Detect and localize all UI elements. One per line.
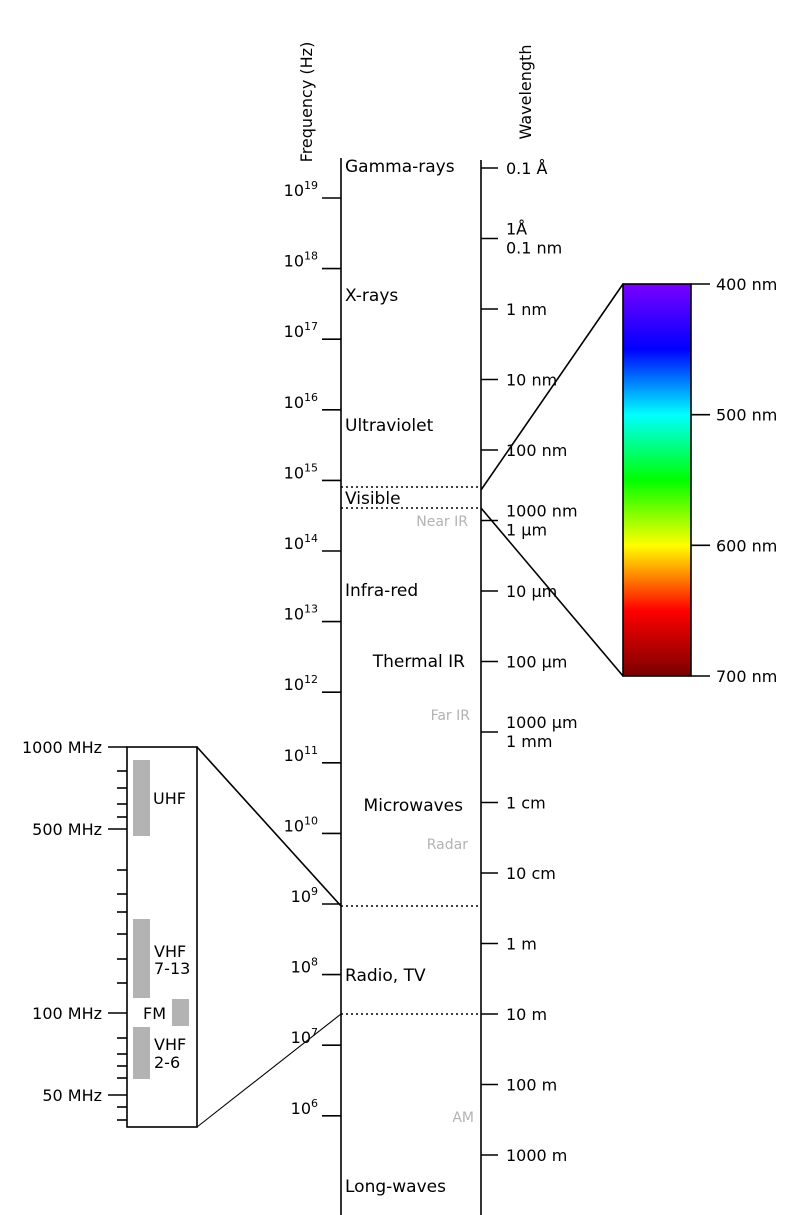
wavelength-tick-label: 0.1 Å	[506, 159, 548, 178]
frequency-tick-label: 1015	[284, 461, 318, 482]
wavelength-tick-label: 1000 nm	[506, 502, 578, 521]
radio-inset-connector-top	[196, 746, 342, 907]
frequency-tick-label: 1012	[284, 673, 318, 694]
radio-inset-connector-bottom	[196, 1013, 342, 1128]
wavelength-tick-label: 1 nm	[506, 300, 547, 319]
radio-inset-box	[126, 746, 198, 1128]
wavelength-tick-label: 1 mm	[506, 732, 552, 751]
radio-inset-label: 50 MHz	[42, 1086, 102, 1105]
visible-inset-label: 700 nm	[716, 667, 777, 686]
frequency-tick-label: 1010	[284, 814, 318, 835]
visible-spectrum-bar	[622, 283, 692, 677]
visible-inset-label: 600 nm	[716, 536, 777, 555]
band-label-infra-red: Infra-red	[345, 581, 418, 601]
wavelength-axis-title: Wavelength	[516, 45, 535, 140]
wavelength-tick-label: 1000 µm	[506, 713, 578, 732]
wavelength-tick-label: 1 m	[506, 935, 537, 954]
wavelength-tick-label: 100 µm	[506, 653, 567, 672]
band-label-thermal-ir: Thermal IR	[372, 652, 465, 672]
wavelength-tick-label: 0.1 nm	[506, 239, 562, 258]
frequency-tick-label: 1017	[284, 320, 318, 341]
wavelength-tick-label: 10 m	[506, 1005, 547, 1024]
frequency-tick-label: 107	[291, 1026, 318, 1047]
wavelength-tick-label: 1 cm	[506, 794, 546, 813]
wavelength-tick-label: 10 nm	[506, 371, 557, 390]
visible-inset-connector-bottom	[480, 507, 624, 677]
wavelength-tick-label: 100 nm	[506, 441, 567, 460]
frequency-tick-label: 1011	[284, 744, 318, 765]
frequency-tick-label: 1013	[284, 603, 318, 624]
radio-band-bar	[133, 919, 150, 998]
band-label-am: AM	[452, 1110, 474, 1126]
band-label-microwaves: Microwaves	[364, 796, 464, 816]
frequency-tick-label: 108	[291, 956, 318, 977]
frequency-tick-label: 1018	[284, 250, 318, 271]
radio-band-bar	[172, 999, 189, 1026]
radio-band-label: VHF	[154, 942, 186, 961]
frequency-tick-label: 1014	[284, 532, 318, 553]
band-label-gamma-rays: Gamma-rays	[345, 157, 455, 177]
radio-inset-label: 500 MHz	[32, 820, 102, 839]
radio-band-bar	[133, 1027, 150, 1079]
wavelength-tick-label: 1 µm	[506, 521, 547, 540]
wavelength-tick-label: 1Å	[506, 220, 527, 239]
radio-inset-label: 1000 MHz	[22, 738, 102, 757]
band-label-near-ir: Near IR	[416, 514, 468, 530]
radio-band-label: FM	[143, 1004, 166, 1023]
visible-inset-connector-top	[480, 283, 624, 491]
wavelength-tick-label: 1000 m	[506, 1146, 567, 1165]
band-label-x-rays: X-rays	[345, 286, 398, 306]
radio-band-label: 7-13	[154, 959, 190, 978]
frequency-axis-title: Frequency (Hz)	[297, 42, 316, 163]
frequency-tick-label: 109	[291, 885, 318, 906]
band-label-far-ir: Far IR	[431, 708, 471, 724]
band-label-visible: Visible	[345, 489, 401, 509]
frequency-tick-label: 106	[291, 1097, 318, 1118]
radio-band-label: VHF	[154, 1035, 186, 1054]
visible-inset-label: 400 nm	[716, 275, 777, 294]
wavelength-tick-label: 10 µm	[506, 582, 557, 601]
radio-band-bar	[133, 760, 150, 836]
band-label-long-waves: Long-waves	[345, 1177, 446, 1197]
radio-inset-label: 100 MHz	[32, 1004, 102, 1023]
frequency-tick-label: 1016	[284, 391, 318, 412]
wavelength-tick-label: 10 cm	[506, 864, 556, 883]
radio-band-label: 2-6	[154, 1053, 180, 1072]
band-label-ultraviolet: Ultraviolet	[345, 416, 434, 436]
frequency-tick-label: 1019	[284, 179, 318, 200]
band-label-radio-tv: Radio, TV	[345, 966, 426, 986]
visible-inset-label: 500 nm	[716, 406, 777, 425]
wavelength-tick-label: 100 m	[506, 1076, 557, 1095]
band-label-radar: Radar	[427, 837, 468, 853]
radio-band-label: UHF	[153, 789, 186, 808]
